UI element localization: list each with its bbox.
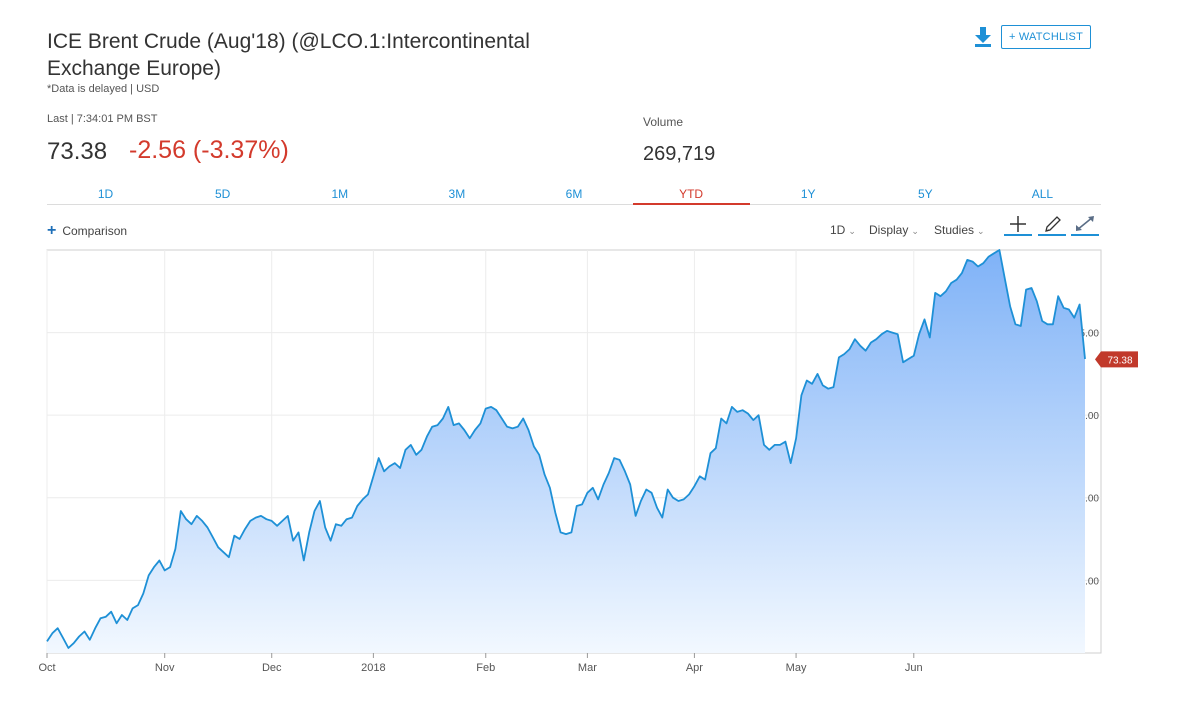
- tab-5y[interactable]: 5Y: [917, 187, 933, 201]
- y-tick-label: 65.00: [1074, 494, 1099, 505]
- studies-label: Studies: [934, 223, 975, 237]
- pencil-icon[interactable]: [1038, 214, 1066, 236]
- volume-label: Volume: [643, 115, 684, 129]
- y-tick-label: 60.00: [1074, 576, 1099, 587]
- interval-select[interactable]: 1D ⌄: [830, 223, 856, 237]
- chevron-down-icon: ⌄: [977, 226, 985, 236]
- x-tick-label: Apr: [686, 662, 703, 674]
- comparison-button[interactable]: + Comparison: [47, 222, 127, 240]
- tab-all[interactable]: ALL: [1031, 187, 1054, 201]
- x-tick-label: Mar: [578, 662, 597, 674]
- display-menu[interactable]: Display ⌄: [869, 223, 919, 237]
- tab-6m[interactable]: 6M: [565, 187, 583, 201]
- download-icon[interactable]: [972, 26, 994, 48]
- chevron-down-icon: ⌄: [911, 226, 919, 236]
- x-tick-label: Feb: [476, 662, 495, 674]
- y-tick-label: 75.00: [1074, 329, 1099, 340]
- tab-ytd[interactable]: YTD: [632, 183, 750, 205]
- watchlist-button[interactable]: + WATCHLIST: [1001, 25, 1091, 49]
- last-price-tag-label: 73.38: [1107, 355, 1132, 366]
- range-tabs: 1D 5D 1M 3M 6M YTD 1Y 5Y ALL: [47, 183, 1101, 205]
- x-tick-label: May: [786, 662, 807, 674]
- crosshair-icon[interactable]: [1004, 214, 1032, 236]
- tab-3m[interactable]: 3M: [448, 187, 466, 201]
- studies-menu[interactable]: Studies ⌄: [934, 223, 985, 237]
- tab-1y[interactable]: 1Y: [800, 187, 816, 201]
- instrument-title: ICE Brent Crude (Aug'18) (@LCO.1:Interco…: [47, 30, 530, 80]
- x-tick-label: 2018: [361, 662, 385, 674]
- tab-1m[interactable]: 1M: [331, 187, 349, 201]
- chevron-down-icon: ⌄: [848, 226, 856, 236]
- x-tick-label: Dec: [262, 662, 282, 674]
- interval-label: 1D: [830, 223, 846, 237]
- tab-1d[interactable]: 1D: [97, 187, 114, 201]
- y-tick-label: 70.00: [1074, 411, 1099, 422]
- last-price-tag: [1095, 351, 1138, 368]
- comparison-label: Comparison: [62, 224, 128, 238]
- plus-icon: +: [47, 222, 57, 239]
- last-update-label: Last | 7:34:01 PM BST: [47, 113, 158, 125]
- last-price: 73.38: [47, 138, 108, 165]
- area-fill: [47, 250, 1085, 653]
- volume-value: 269,719: [643, 143, 716, 165]
- price-line: [46, 249, 1086, 649]
- x-tick-label: Oct: [38, 662, 55, 674]
- x-tick-label: Jun: [905, 662, 923, 674]
- data-delay-note: *Data is delayed | USD: [47, 83, 160, 95]
- tab-5d[interactable]: 5D: [214, 187, 231, 201]
- x-tick-label: Nov: [155, 662, 175, 674]
- expand-icon[interactable]: [1071, 214, 1099, 236]
- price-change: -2.56 (-3.37%): [129, 136, 289, 164]
- display-label: Display: [869, 223, 909, 237]
